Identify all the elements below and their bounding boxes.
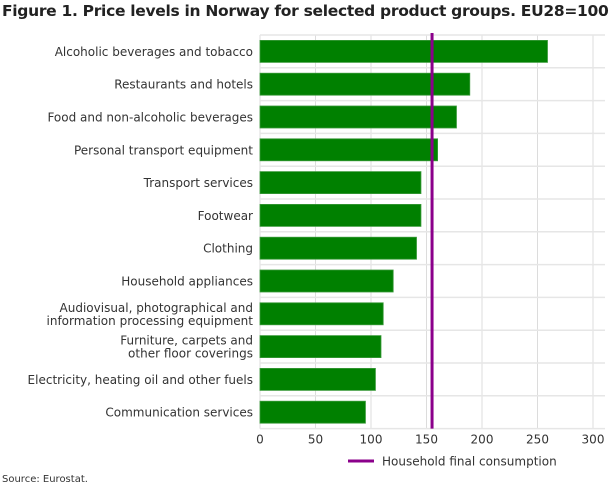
source-note: Source: Eurostat. [2,474,88,485]
x-tick-label: 150 [415,433,438,447]
bar [259,302,384,326]
category-label: Electricity, heating oil and other fuels [28,373,253,387]
chart-title: Figure 1. Price levels in Norway for sel… [2,2,609,20]
category-label: Household appliances [121,275,253,289]
category-label: information processing equipment [47,314,254,328]
bar [259,203,422,227]
category-label: Furniture, carpets and [120,334,253,348]
x-tick-label: 200 [471,433,494,447]
bar [259,40,548,63]
bar [259,236,417,260]
category-label: Food and non-alcoholic beverages [47,111,253,125]
category-label: Clothing [203,242,253,256]
category-label: Personal transport equipment [74,143,253,157]
bar [259,400,366,424]
bar [259,269,394,293]
bar [259,138,439,162]
category-label: Communication services [105,406,253,420]
category-label: other floor coverings [128,347,253,361]
x-tick-label: 100 [360,433,383,447]
bar [259,335,382,359]
category-label: Alcoholic beverages and tobacco [55,45,253,59]
category-label: Restaurants and hotels [114,78,253,92]
legend-label: Household final consumption [382,455,557,469]
bar [259,105,457,129]
x-tick-label: 0 [256,433,264,447]
category-label: Footwear [198,209,253,223]
category-label: Transport services [143,176,253,190]
x-tick-label: 250 [526,433,549,447]
x-tick-label: 300 [582,433,605,447]
category-label: Audiovisual, photographical and [60,301,253,315]
x-tick-label: 50 [308,433,323,447]
bar [259,367,376,391]
bar [259,72,471,96]
bar [259,171,422,195]
